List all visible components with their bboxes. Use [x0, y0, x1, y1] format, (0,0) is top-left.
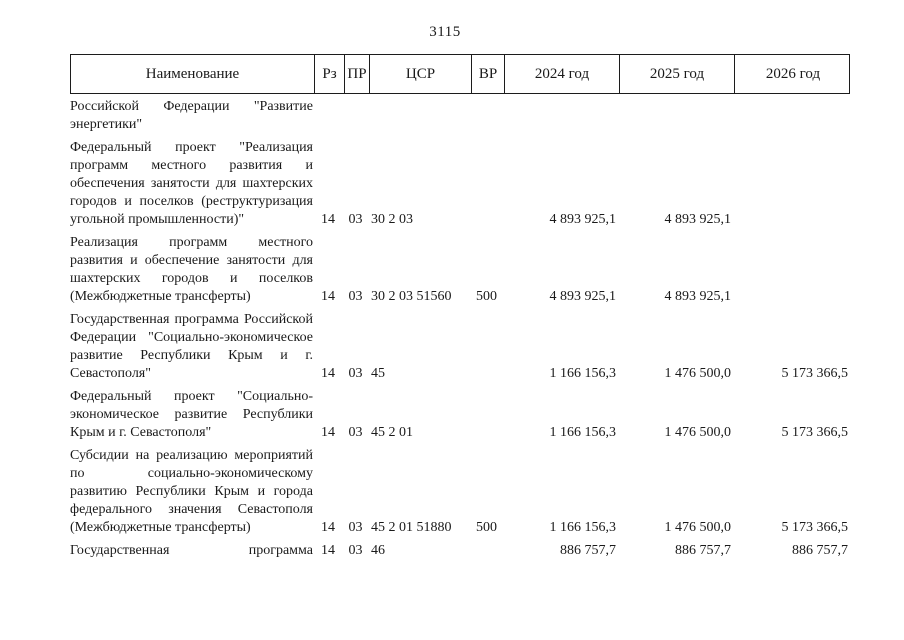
row-vr-cell [470, 542, 503, 560]
row-name-cell: Российской Федерации "Развитие энергетик… [70, 99, 313, 132]
row-pr-cell: 03 [348, 520, 363, 535]
table-body: Российской Федерации "Развитие энергетик… [70, 98, 850, 560]
row-name-cell: Государственная программа Российской Фед… [70, 312, 313, 381]
row-year-2024-cell: 886 757,7 [560, 543, 616, 558]
row-pr-cell: 03 [348, 543, 363, 558]
row-year-2026-cell [733, 116, 850, 134]
row-year-2025-cell [618, 116, 733, 134]
table-row: Реализация программ местного развития и … [70, 234, 850, 306]
row-year-2025-cell: 1 476 500,0 [664, 366, 732, 381]
row-name-cell: Субсидии на реализацию мероприятий по со… [70, 448, 313, 535]
row-year-2025-cell: 1 476 500,0 [664, 425, 732, 440]
row-year-2024-cell: 1 166 156,3 [549, 366, 617, 381]
table-row: Российской Федерации "Развитие энергетик… [70, 98, 850, 134]
row-year-2026-cell [733, 288, 850, 306]
row-rz-cell: 14 [321, 289, 335, 304]
row-pr-cell [343, 116, 368, 134]
row-year-2026-cell [733, 211, 850, 229]
row-pr-cell: 03 [348, 289, 363, 304]
row-year-2024-cell: 4 893 925,1 [549, 212, 617, 227]
row-name-cell: Государственная программа [70, 543, 313, 558]
row-pr-cell: 03 [348, 366, 363, 381]
row-year-2025-cell: 4 893 925,1 [664, 289, 732, 304]
row-rz-cell: 14 [321, 543, 335, 558]
row-pr-cell: 03 [348, 425, 363, 440]
row-csr-cell [368, 116, 470, 134]
col-header-csr: ЦСР [369, 55, 471, 93]
row-name-cell: Реализация программ местного развития и … [70, 235, 313, 304]
row-vr-cell: 500 [476, 289, 497, 304]
row-csr-cell: 45 [371, 366, 385, 381]
row-rz-cell: 14 [321, 425, 335, 440]
table-header-row: Наименование Рз ПР ЦСР ВР 2024 год 2025 … [70, 54, 850, 94]
row-year-2025-cell: 886 757,7 [675, 543, 731, 558]
row-csr-cell: 45 2 01 51880 [371, 520, 452, 535]
row-year-2024-cell [503, 116, 618, 134]
row-csr-cell: 45 2 01 [371, 425, 413, 440]
row-year-2024-cell: 4 893 925,1 [549, 289, 617, 304]
row-vr-cell: 500 [476, 520, 497, 535]
row-year-2026-cell: 886 757,7 [792, 543, 848, 558]
row-vr-cell [470, 116, 503, 134]
row-rz-cell [313, 116, 343, 134]
row-name-cell: Федеральный проект "Реализация программ … [70, 140, 313, 227]
table-row: Государственная программа Российской Фед… [70, 311, 850, 383]
col-header-2025: 2025 год [619, 55, 734, 93]
row-vr-cell [470, 365, 503, 383]
row-vr-cell [470, 211, 503, 229]
col-header-2026: 2026 год [734, 55, 851, 93]
col-header-vr: ВР [471, 55, 504, 93]
row-csr-cell: 30 2 03 [371, 212, 413, 227]
row-year-2024-cell: 1 166 156,3 [549, 425, 617, 440]
row-rz-cell: 14 [321, 366, 335, 381]
col-header-2024: 2024 год [504, 55, 619, 93]
row-year-2024-cell: 1 166 156,3 [549, 520, 617, 535]
row-csr-cell: 30 2 03 51560 [371, 289, 452, 304]
row-rz-cell: 14 [321, 212, 335, 227]
row-year-2026-cell: 5 173 366,5 [781, 425, 849, 440]
budget-table: Наименование Рз ПР ЦСР ВР 2024 год 2025 … [70, 54, 850, 565]
table-row: Субсидии на реализацию мероприятий по со… [70, 447, 850, 537]
table-row: Федеральный проект "Социально-экономичес… [70, 388, 850, 442]
page-number: 3115 [429, 24, 461, 40]
col-header-name: Наименование [145, 65, 240, 82]
table-row: Федеральный проект "Реализация программ … [70, 139, 850, 229]
row-year-2026-cell: 5 173 366,5 [781, 520, 849, 535]
row-year-2026-cell: 5 173 366,5 [781, 366, 849, 381]
row-vr-cell [470, 424, 503, 442]
row-rz-cell: 14 [321, 520, 335, 535]
row-name-cell: Федеральный проект "Социально-экономичес… [70, 389, 313, 440]
table-row: Государственная программа 14 03 46 886 7… [70, 542, 850, 560]
col-header-rz: Рз [314, 55, 344, 93]
row-pr-cell: 03 [348, 212, 363, 227]
row-year-2025-cell: 1 476 500,0 [664, 520, 732, 535]
row-year-2025-cell: 4 893 925,1 [664, 212, 732, 227]
col-header-pr: ПР [344, 55, 369, 93]
row-csr-cell: 46 [371, 543, 385, 558]
